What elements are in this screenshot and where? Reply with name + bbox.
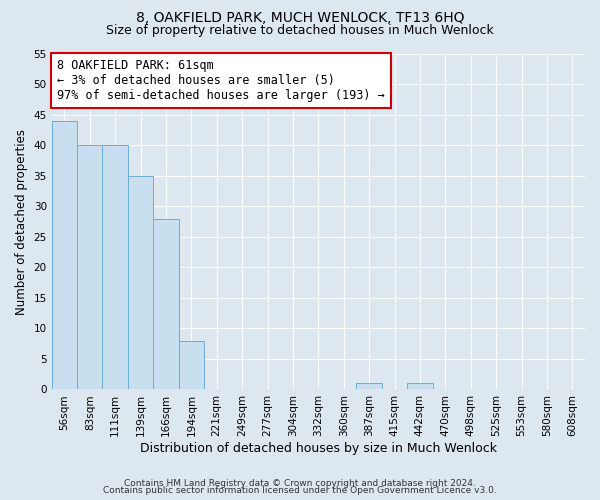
Text: Contains public sector information licensed under the Open Government Licence v3: Contains public sector information licen…: [103, 486, 497, 495]
Bar: [407, 384, 433, 390]
Y-axis label: Number of detached properties: Number of detached properties: [15, 128, 28, 314]
Bar: [52, 121, 77, 390]
X-axis label: Distribution of detached houses by size in Much Wenlock: Distribution of detached houses by size …: [140, 442, 497, 455]
Text: 8, OAKFIELD PARK, MUCH WENLOCK, TF13 6HQ: 8, OAKFIELD PARK, MUCH WENLOCK, TF13 6HQ: [136, 12, 464, 26]
Bar: [179, 340, 204, 390]
Text: Contains HM Land Registry data © Crown copyright and database right 2024.: Contains HM Land Registry data © Crown c…: [124, 478, 476, 488]
Bar: [153, 218, 179, 390]
Text: Size of property relative to detached houses in Much Wenlock: Size of property relative to detached ho…: [106, 24, 494, 37]
Bar: [103, 146, 128, 390]
Bar: [356, 384, 382, 390]
Text: 8 OAKFIELD PARK: 61sqm
← 3% of detached houses are smaller (5)
97% of semi-detac: 8 OAKFIELD PARK: 61sqm ← 3% of detached …: [57, 59, 385, 102]
Bar: [128, 176, 153, 390]
Bar: [77, 146, 103, 390]
